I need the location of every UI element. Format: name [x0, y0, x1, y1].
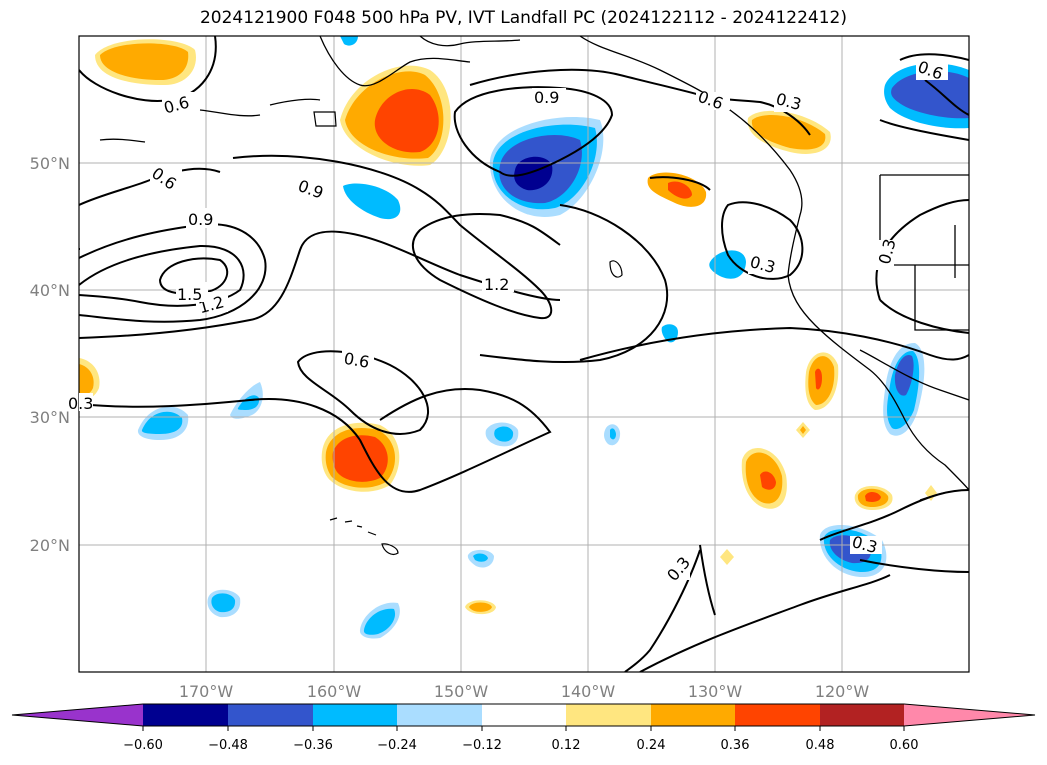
colorbar-extend-low: [12, 704, 143, 726]
colorbar-segment: [651, 704, 735, 726]
lon-tick-label: 140°W: [561, 682, 616, 701]
anomaly-negative: [514, 156, 553, 191]
colorbar-ticks: [142, 726, 905, 731]
contour-labels: 0.6 0.6 0.9 0.9 1.2 1.2 1.5 0.6 0.3 0.9 …: [68, 57, 948, 585]
anomaly-negative: [211, 593, 236, 613]
colorbar-segment: [143, 704, 228, 726]
lon-tick-label: 160°W: [307, 682, 362, 701]
lon-tick-label: 120°W: [815, 682, 870, 701]
anomaly-positive: [751, 114, 826, 150]
anomaly-negative: [340, 36, 358, 46]
anomaly-positive: [760, 471, 776, 490]
colorbar-tick-label: −0.48: [208, 738, 248, 753]
contour-label: 1.5: [177, 285, 202, 304]
contour-label: 1.2: [484, 275, 509, 294]
anomaly-positive: [720, 549, 734, 565]
map-panel: 0.6 0.6 0.9 0.9 1.2 1.2 1.5 0.6 0.3 0.9 …: [30, 35, 970, 701]
lat-tick-label: 20°N: [30, 536, 70, 555]
colorbar: −0.60 −0.48 −0.36 −0.24 −0.12 0.12 0.24 …: [11, 703, 1036, 753]
anomaly-positive: [469, 602, 492, 612]
colorbar-tick-label: 0.48: [806, 738, 835, 753]
contour-label: 0.9: [188, 210, 213, 229]
lon-tick-label: 170°W: [179, 682, 234, 701]
colorbar-tick-label: 0.60: [890, 738, 919, 753]
contour-label: 0.6: [342, 349, 370, 372]
map-frame: [78, 35, 970, 673]
latitude-ticks: 50°N 40°N 30°N 20°N: [30, 154, 70, 555]
anomaly-negative: [894, 354, 914, 396]
colorbar-segment: [820, 704, 904, 726]
colorbar-extend-high: [904, 704, 1035, 726]
contour-label: 0.9: [534, 88, 559, 107]
figure-title: 2024121900 F048 500 hPa PV, IVT Landfall…: [199, 8, 847, 28]
colorbar-tick-label: 0.24: [637, 738, 666, 753]
anomaly-negative: [363, 608, 396, 635]
graticule: [79, 36, 969, 672]
anomaly-negative: [661, 324, 678, 343]
lon-tick-label: 130°W: [688, 682, 743, 701]
shaded-anomalies: [79, 36, 969, 639]
lon-tick-label: 150°W: [434, 682, 489, 701]
anomaly-positive: [332, 435, 388, 482]
lat-tick-label: 40°N: [30, 281, 70, 300]
anomaly-positive: [815, 368, 822, 390]
colorbar-segment: [566, 704, 651, 726]
anomaly-positive: [800, 426, 806, 434]
colorbar-tick-label: −0.24: [377, 738, 417, 753]
longitude-ticks: 170°W 160°W 150°W 140°W 130°W 120°W: [179, 682, 870, 701]
anomaly-negative: [343, 183, 401, 220]
anomaly-positive: [100, 43, 189, 80]
colorbar-tick-label: 0.36: [721, 738, 750, 753]
colorbar-tick-label: −0.36: [293, 738, 333, 753]
lat-tick-label: 30°N: [30, 408, 70, 427]
anomaly-positive: [374, 89, 439, 153]
anomaly-positive: [865, 491, 881, 502]
colorbar-segment: [482, 704, 566, 726]
contour-label: 0.3: [68, 394, 93, 413]
colorbar-tick-label: −0.12: [462, 738, 502, 753]
anomaly-negative: [473, 553, 488, 562]
colorbar-tick-label: 0.12: [552, 738, 581, 753]
colorbar-segment: [397, 704, 482, 726]
anomaly-negative: [494, 426, 514, 442]
colorbar-segment: [735, 704, 820, 726]
anomaly-negative: [709, 250, 746, 279]
anomaly-positive: [668, 181, 692, 199]
colorbar-segment: [313, 704, 397, 726]
colorbar-segment: [228, 704, 313, 726]
islands: [313, 111, 623, 556]
anomaly-positive: [79, 364, 94, 396]
colorbar-tick-label: −0.60: [123, 738, 163, 753]
anomaly-negative: [610, 428, 616, 440]
pv-contours: [79, 36, 969, 672]
anomaly-negative: [891, 71, 969, 119]
lat-tick-label: 50°N: [30, 154, 70, 173]
